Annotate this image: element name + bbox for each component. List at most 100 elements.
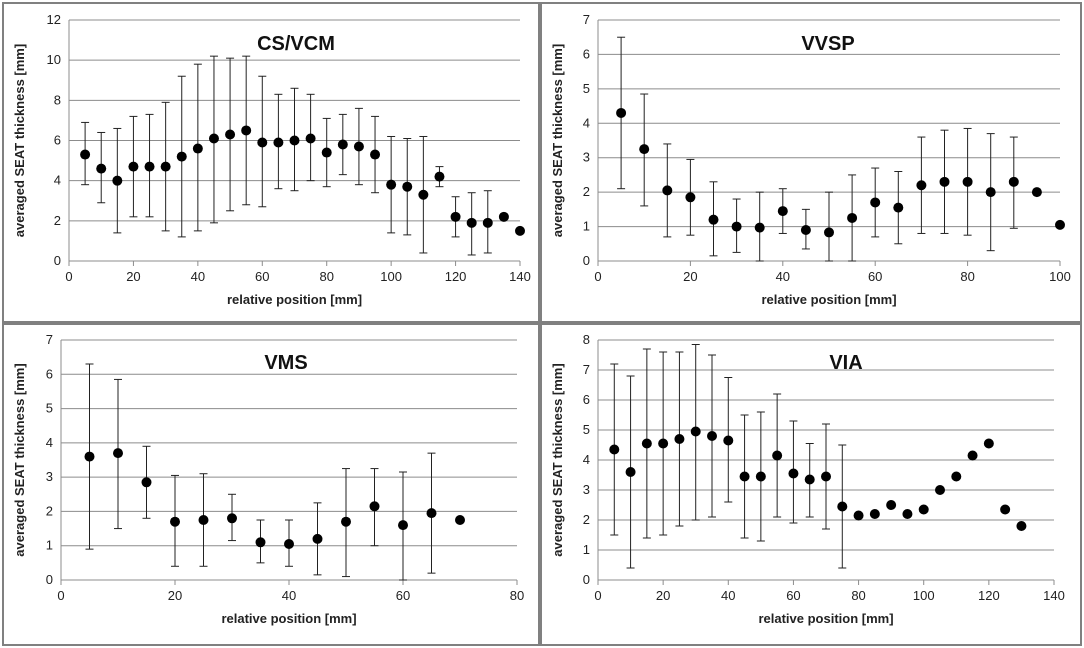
- data-point: [723, 435, 734, 446]
- data-point: [853, 510, 864, 521]
- data-point: [225, 129, 236, 140]
- data-point: [837, 501, 848, 512]
- y-tick-label: 7: [583, 362, 590, 377]
- chart-title-via: VIA: [829, 352, 862, 374]
- data-point: [870, 197, 881, 208]
- data-point: [800, 225, 811, 236]
- data-point: [1016, 521, 1027, 531]
- y-tick-label: 0: [583, 572, 590, 587]
- data-point: [192, 143, 203, 154]
- data-point: [962, 176, 973, 187]
- x-tick-label: 60: [786, 588, 800, 603]
- data-point: [141, 477, 152, 488]
- data-point: [739, 471, 750, 482]
- y-tick-label: 4: [46, 435, 53, 450]
- x-tick-label: 20: [126, 269, 140, 284]
- data-point: [112, 175, 123, 186]
- x-tick-label: 20: [683, 269, 697, 284]
- data-point: [847, 212, 858, 223]
- data-point: [690, 426, 701, 437]
- chart-title-vvsp: VVSP: [801, 33, 854, 55]
- y-tick-label: 5: [46, 401, 53, 416]
- data-point: [418, 189, 429, 200]
- data-point: [466, 217, 477, 228]
- x-tick-label: 40: [191, 269, 205, 284]
- chart-svg-vms: 0 1 2 3 4 5 6 7 0 20 40 60 80 relative position [mm] a…: [12, 332, 524, 626]
- y-tick-label: 0: [54, 253, 61, 268]
- x-tick-label: 80: [851, 588, 865, 603]
- data-point: [170, 516, 180, 527]
- y-axis-title: averaged SEAT thickness [mm]: [12, 363, 27, 556]
- data-point: [80, 149, 91, 160]
- y-tick-label: 1: [46, 538, 53, 553]
- x-axis-title: relative position [mm]: [227, 292, 362, 307]
- data-point: [482, 217, 493, 228]
- data-point: [128, 161, 139, 172]
- data-point: [1055, 219, 1065, 230]
- chart-panel-cs-vcm: 0 2 4 6 8 10 12 0 20 40 60 80 100 120 140 relative posi…: [2, 2, 540, 323]
- data-point: [289, 135, 300, 146]
- data-point: [616, 107, 627, 118]
- data-point: [96, 163, 107, 174]
- x-tick-label: 0: [594, 588, 601, 603]
- y-tick-label: 6: [583, 46, 590, 61]
- chart-panel-vvsp: 0 1 2 3 4 5 6 7 0 20 40 60 80 100 relative position [m…: [540, 2, 1082, 323]
- data-point: [985, 187, 996, 198]
- x-tick-label: 80: [960, 269, 974, 284]
- x-tick-label: 40: [282, 588, 296, 603]
- x-axis-title: relative position [mm]: [761, 292, 896, 307]
- data-point: [935, 485, 945, 495]
- data-point: [1008, 176, 1019, 187]
- data-point: [208, 133, 219, 144]
- data-point: [824, 227, 834, 238]
- y-tick-label: 8: [54, 92, 61, 107]
- x-tick-label: 100: [913, 588, 935, 603]
- x-tick-label: 20: [168, 588, 182, 603]
- y-tick-label: 0: [46, 572, 53, 587]
- y-tick-label: 12: [47, 12, 61, 27]
- data-point: [983, 438, 994, 449]
- y-tick-label: 4: [583, 452, 590, 467]
- data-point: [685, 192, 696, 203]
- data-point: [386, 179, 397, 190]
- y-tick-label: 2: [583, 184, 590, 199]
- data-point: [341, 516, 351, 527]
- y-tick-label: 1: [583, 219, 590, 234]
- data-point: [198, 515, 209, 525]
- data-point: [918, 504, 929, 515]
- x-tick-label: 60: [396, 588, 410, 603]
- data-point: [777, 206, 788, 217]
- x-tick-label: 100: [1049, 269, 1071, 284]
- data-point: [1000, 504, 1011, 515]
- y-axis-title: averaged SEAT thickness [mm]: [550, 44, 565, 237]
- data-point: [144, 161, 155, 172]
- x-tick-label: 120: [978, 588, 1000, 603]
- data-point: [353, 141, 364, 152]
- data-point: [674, 434, 685, 444]
- data-point: [84, 451, 95, 462]
- y-tick-label: 3: [583, 150, 590, 165]
- x-tick-label: 100: [380, 269, 402, 284]
- data-point: [788, 468, 799, 479]
- data-point: [257, 137, 268, 148]
- data-point: [273, 137, 284, 148]
- data-point: [305, 133, 316, 144]
- data-point: [515, 225, 525, 236]
- y-tick-label: 10: [47, 52, 61, 67]
- x-tick-label: 40: [721, 588, 735, 603]
- data-point: [662, 185, 673, 196]
- y-tick-label: 3: [46, 469, 53, 484]
- data-point: [639, 144, 650, 155]
- y-tick-label: 3: [583, 482, 590, 497]
- x-axis-title: relative position [mm]: [221, 611, 356, 626]
- chart-panel-vms: 0 1 2 3 4 5 6 7 0 20 40 60 80 relative position [mm] a…: [2, 323, 540, 646]
- data-point: [902, 509, 913, 519]
- data-point: [312, 533, 323, 544]
- chart-title-vms: VMS: [264, 352, 307, 374]
- data-point: [804, 474, 815, 485]
- y-tick-label: 2: [54, 213, 61, 228]
- x-tick-label: 20: [656, 588, 670, 603]
- x-axis-title: relative position [mm]: [758, 611, 893, 626]
